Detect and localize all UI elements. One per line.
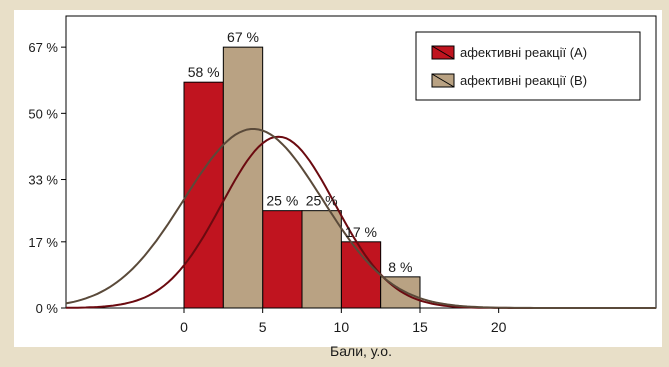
bar-value-label: 25 % — [306, 193, 338, 209]
bar-b — [301, 210, 342, 309]
legend: афективні реакції (А) афективні реакції … — [415, 31, 641, 101]
bar-a — [340, 241, 382, 309]
y-tick-label: 33 % — [28, 173, 58, 188]
legend-label-a: афективні реакції (А) — [460, 45, 587, 60]
y-tick-label: 50 % — [28, 106, 58, 121]
x-axis-label: Бали, у.о. — [330, 343, 392, 359]
bar-labels-layer: 58 % 25 % 17 % 67 % 25 % 8 % — [188, 29, 413, 275]
legend-label-b: афективні реакції (В) — [460, 73, 587, 88]
normal-curve-b — [65, 128, 656, 309]
y-tick-label: 17 % — [28, 235, 58, 250]
x-axis: 0 5 10 15 20 — [180, 308, 507, 335]
x-tick-label: 5 — [259, 319, 267, 335]
y-axis: 0 % 17 % 33 % 50 % 67 % — [28, 40, 66, 316]
bars-layer — [183, 46, 421, 309]
legend-item-a: афективні реакції (А) — [431, 45, 587, 60]
legend-box — [415, 31, 641, 101]
x-tick-label: 20 — [491, 319, 507, 335]
bar-value-label: 17 % — [345, 224, 377, 240]
legend-swatch-hatch — [431, 73, 455, 88]
x-tick-label: 15 — [412, 319, 428, 335]
bar-value-label: 8 % — [388, 259, 412, 275]
y-tick-label: 67 % — [28, 40, 58, 55]
bar-value-label: 25 % — [266, 193, 298, 209]
x-tick-label: 0 — [180, 319, 188, 335]
y-tick-label: 0 % — [36, 301, 59, 316]
legend-swatch-hatch — [431, 45, 455, 60]
curves-layer — [65, 128, 656, 309]
bar-a — [262, 210, 303, 309]
bar-value-label: 67 % — [227, 29, 259, 45]
x-tick-label: 10 — [334, 319, 350, 335]
bar-value-label: 58 % — [188, 64, 220, 80]
bar-a — [183, 81, 224, 309]
bar-b — [222, 46, 264, 309]
legend-item-b: афективні реакції (В) — [431, 73, 587, 88]
